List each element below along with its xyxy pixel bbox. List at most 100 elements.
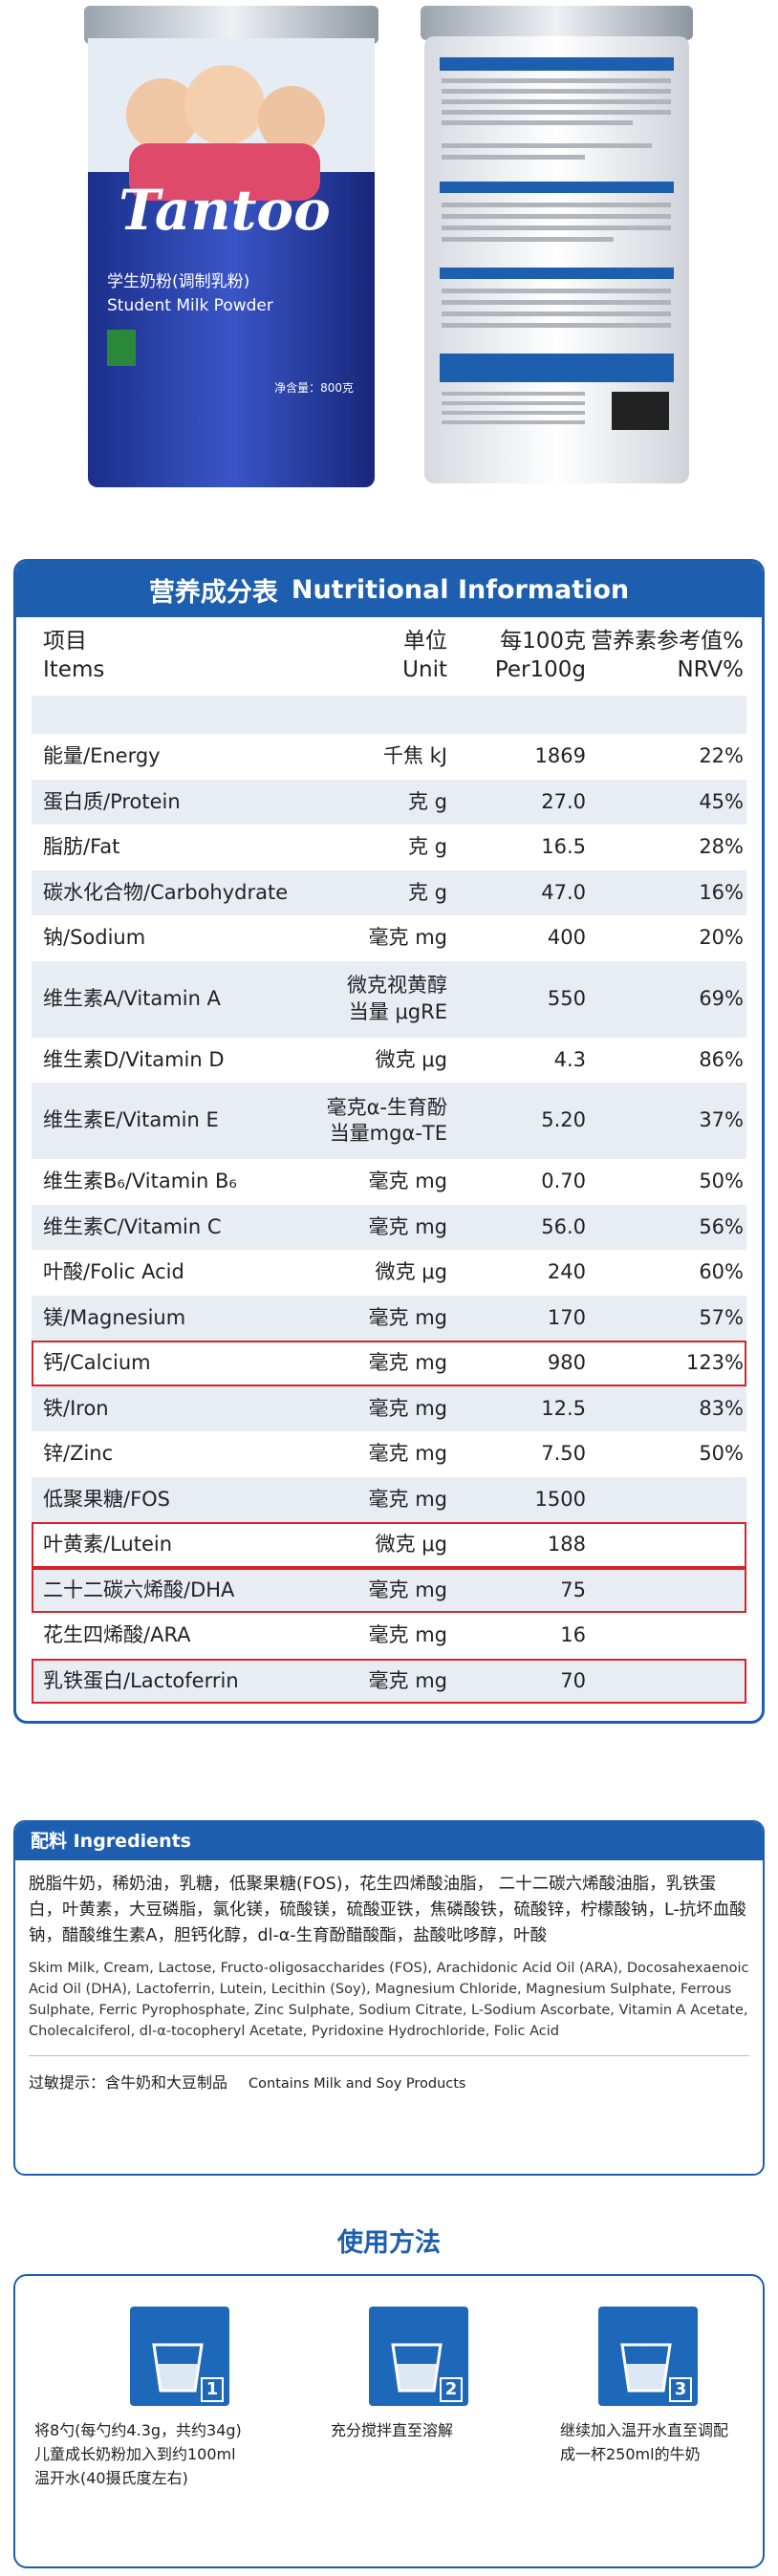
- nutrient-row: 维生素E/Vitamin E 毫克α-生育酚 当量mgα-TE 5.20 37%: [32, 1083, 746, 1159]
- nutrient-nrv: 60%: [699, 1260, 744, 1284]
- ingredients-cn: 脱脂牛奶，稀奶油，乳糖，低聚果糖(FOS)，花生四烯酸油脂， 二十二碳六烯酸油脂…: [29, 1875, 746, 1946]
- nutrient-name: 维生素B₆/Vitamin B₆: [43, 1170, 237, 1193]
- nutrient-unit: 毫克α-生育酚 当量mgα-TE: [326, 1095, 447, 1145]
- nutrient-value: 4.3: [553, 1047, 586, 1071]
- nutrient-unit: 毫克 mg: [368, 1214, 447, 1238]
- title-en: Nutritional Information: [291, 574, 630, 605]
- nutrient-name: 蛋白质/Protein: [43, 789, 181, 813]
- nutrient-unit: 克 g: [407, 880, 447, 904]
- nutrient-unit: 毫克 mg: [368, 1396, 447, 1420]
- nutrition-title: 营养成分表 Nutritional Information: [16, 562, 762, 617]
- nutrient-row: 碳水化合物/Carbohydrate 克 g 47.0 16%: [32, 869, 746, 915]
- nutrient-value: 47.0: [541, 880, 586, 904]
- title-cn: 营养成分表: [148, 577, 278, 608]
- nutrient-name: 维生素E/Vitamin E: [43, 1108, 219, 1132]
- nutrient-value: 12.5: [541, 1396, 586, 1420]
- nutrient-row: 脂肪/Fat 克 g 16.5 28%: [32, 825, 746, 870]
- nutrient-nrv: 22%: [699, 744, 744, 768]
- nutrient-name: 能量/Energy: [43, 744, 161, 768]
- nutrient-value: 7.50: [541, 1442, 586, 1466]
- nutrient-name: 镁/Magnesium: [43, 1305, 186, 1329]
- step-number: 2: [440, 2377, 463, 2402]
- nutrient-row: 维生素B₆/Vitamin B₆ 毫克 mg 0.70 50%: [32, 1159, 746, 1205]
- nutrient-value: 5.20: [541, 1108, 586, 1132]
- col-header: 单位 Unit: [402, 629, 447, 682]
- nutrient-row: 叶黄素/Lutein 微克 μg 188: [32, 1522, 746, 1568]
- nutrient-value: 980: [547, 1351, 586, 1375]
- nutrient-value: 75: [560, 1578, 586, 1601]
- nutrient-unit: 微克 μg: [375, 1047, 447, 1071]
- ingredients-title: 配料 Ingredients: [15, 1822, 763, 1860]
- nutrient-name: 碳水化合物/Carbohydrate: [43, 880, 289, 904]
- nutrient-row: 镁/Magnesium 毫克 mg 170 57%: [32, 1295, 746, 1341]
- product-name-cn: 学生奶粉(调制乳粉): [107, 272, 249, 291]
- nutrient-unit: 毫克 mg: [368, 1578, 447, 1601]
- nutrient-unit: 微克 μg: [375, 1260, 447, 1284]
- nutrient-row: 二十二碳六烯酸/DHA 毫克 mg 75: [32, 1567, 746, 1613]
- net-weight: 净含量：800克: [274, 380, 354, 395]
- brand: Tantoo: [119, 178, 331, 243]
- step-text: 将8勺(每勺约4.3g，共约34g)儿童成长奶粉加入到约100ml温开水(40摄…: [34, 2421, 242, 2487]
- nutrient-unit: 千焦 kJ: [382, 744, 447, 768]
- allergy-cn: 过敏提示：含牛奶和大豆制品: [29, 2073, 228, 2093]
- nutrient-value: 400: [547, 926, 586, 950]
- nutrient-unit: 毫克 mg: [368, 1487, 447, 1511]
- nutrient-value: 1500: [534, 1487, 586, 1511]
- nutrient-nrv: 83%: [699, 1396, 744, 1420]
- nutrient-nrv: 45%: [699, 789, 744, 813]
- nutrient-unit: 毫克 mg: [368, 1623, 447, 1647]
- nutrient-value: 240: [547, 1260, 586, 1284]
- nutrient-unit: 克 g: [407, 835, 447, 859]
- rows: 能量/Energy 千焦 kJ 1869 22% 蛋白质/Protein 克 g 27.0 4…: [16, 734, 762, 1704]
- nutrient-nrv: 69%: [699, 986, 744, 1010]
- nutrient-value: 170: [547, 1305, 586, 1329]
- nutrient-unit: 微克视黄醇 当量 μgRE: [347, 974, 447, 1023]
- nutrient-unit: 毫克 mg: [368, 1351, 447, 1375]
- nutrient-name: 二十二碳六烯酸/DHA: [43, 1578, 235, 1601]
- nutrient-value: 27.0: [541, 789, 586, 813]
- nutrient-value: 550: [547, 986, 586, 1010]
- nutrient-nrv: 37%: [699, 1108, 744, 1132]
- nutrient-name: 维生素D/Vitamin D: [43, 1047, 225, 1071]
- nutrient-nrv: 16%: [699, 880, 744, 904]
- nutrient-name: 维生素A/Vitamin A: [43, 986, 221, 1010]
- nutrient-name: 脂肪/Fat: [43, 835, 120, 859]
- usage-title: 使用方法: [337, 2228, 441, 2258]
- cans: Tantoo 学生奶粉(调制乳粉) Student Milk Powder 净含…: [84, 6, 693, 487]
- nutrient-unit: 毫克 mg: [368, 1305, 447, 1329]
- nutrient-name: 花生四烯酸/ARA: [43, 1623, 191, 1647]
- col-header: 每100克 Per100g: [494, 629, 586, 682]
- nutrient-value: 16.5: [541, 835, 586, 859]
- nutrient-row: 乳铁蛋白/Lactoferrin 毫克 mg 70: [32, 1658, 746, 1704]
- nutrient-row: 钠/Sodium 毫克 mg 400 20%: [32, 915, 746, 961]
- nutrient-nrv: 86%: [699, 1047, 744, 1071]
- nutrient-row: 低聚果糖/FOS 毫克 mg 1500: [32, 1476, 746, 1522]
- ingredients: 配料 Ingredients 脱脂牛奶，稀奶油，乳糖，低聚果糖(FOS)，花生四…: [13, 1820, 765, 2176]
- nutrient-row: 维生素D/Vitamin D 微克 μg 4.3 86%: [32, 1038, 746, 1084]
- nutrient-name: 维生素C/Vitamin C: [43, 1214, 222, 1238]
- nutrient-row: 蛋白质/Protein 克 g 27.0 45%: [32, 779, 746, 825]
- nutrient-name: 钠/Sodium: [43, 926, 146, 950]
- nutrient-unit: 克 g: [407, 789, 447, 813]
- nutrient-unit: 毫克 mg: [368, 1442, 447, 1466]
- nutrient-row: 花生四烯酸/ARA 毫克 mg 16: [32, 1613, 746, 1659]
- step-icon: 2: [369, 2307, 468, 2406]
- step-icon: 1: [130, 2307, 229, 2406]
- nutrient-value: 16: [560, 1623, 586, 1647]
- nutrient-nrv: 50%: [699, 1442, 744, 1466]
- col-header: 营养素参考值% NRV%: [591, 629, 744, 682]
- nutrient-name: 低聚果糖/FOS: [43, 1487, 171, 1511]
- nutrient-row: 锌/Zinc 毫克 mg 7.50 50%: [32, 1431, 746, 1477]
- usage-box: 1 将8勺(每勺约4.3g，共约34g)儿童成长奶粉加入到约100ml温开水(40…: [13, 2274, 765, 2568]
- nutrient-unit: 毫克 mg: [368, 926, 447, 950]
- allergy-en: Contains Milk and Soy Products: [249, 2076, 466, 2093]
- nutrient-row: 能量/Energy 千焦 kJ 1869 22%: [32, 734, 746, 780]
- nutrient-row: 叶酸/Folic Acid 微克 μg 240 60%: [32, 1250, 746, 1296]
- nutrient-value: 0.70: [541, 1170, 586, 1193]
- nutrient-unit: 毫克 mg: [368, 1170, 447, 1193]
- col-header: 项目 Items: [43, 629, 105, 682]
- nutrition-table: 营养成分表 Nutritional Information 项目 Items 单位…: [13, 559, 765, 1724]
- step-number: 1: [201, 2377, 224, 2402]
- nutrient-nrv: 123%: [685, 1351, 744, 1375]
